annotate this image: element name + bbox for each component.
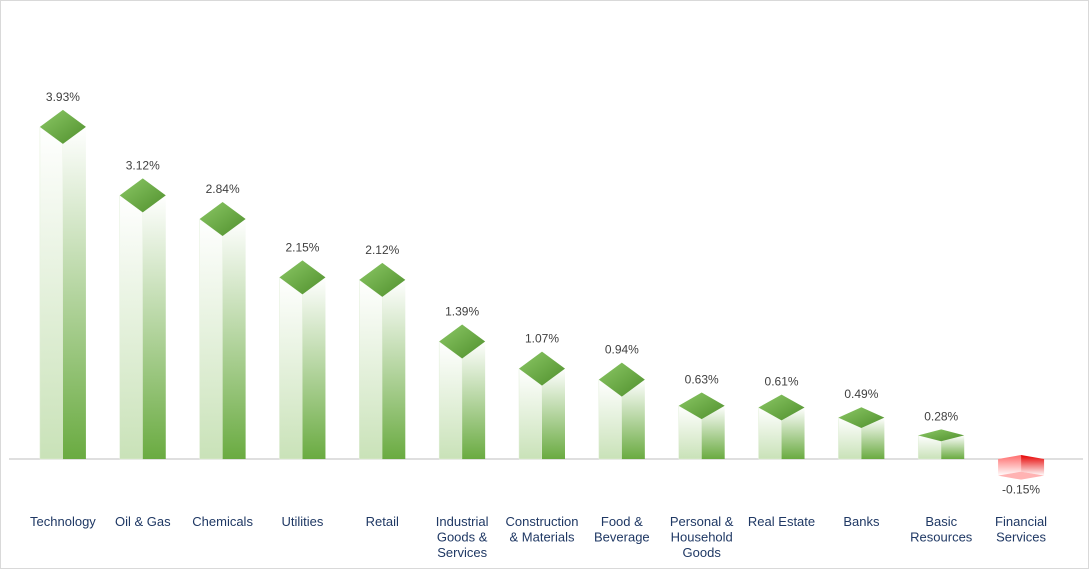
labels-layer: 3.93% Technology 3.12% Oil & Gas 2.84% Chemic… (30, 90, 1047, 560)
bar-face-right (222, 219, 246, 459)
bar-cap (838, 407, 885, 428)
bar (119, 178, 166, 460)
category-label-line: Basic (925, 514, 957, 529)
category-label: Technology (30, 514, 96, 529)
bar-face-right (861, 417, 885, 459)
bar-face-left (39, 126, 64, 460)
bar-face-right (941, 435, 965, 459)
category-label-line: Services (437, 545, 487, 560)
data-label: 1.07% (525, 332, 559, 346)
bar-cap (998, 471, 1045, 480)
category-label-line: Utilities (282, 514, 324, 529)
bar-cap (279, 260, 326, 295)
bar-cap (758, 394, 805, 421)
category-label: Real Estate (748, 514, 815, 529)
category-label: Personal & Household Goods (670, 514, 734, 560)
data-label: 2.15% (285, 240, 319, 254)
category-label: Construction & Materials (506, 514, 579, 545)
bar (438, 324, 486, 460)
category-label-line: Goods & (437, 530, 488, 545)
data-label: 2.84% (206, 182, 240, 196)
data-label: 1.39% (445, 305, 479, 319)
bar-face-right (621, 379, 645, 459)
data-label: 0.61% (765, 375, 799, 389)
bar-face-right (302, 277, 326, 459)
category-label: Banks (843, 514, 880, 529)
bar-face-left (438, 341, 463, 460)
category-label-line: & Materials (509, 530, 575, 545)
bar-face-right (1021, 455, 1045, 476)
category-label-line: Beverage (594, 530, 650, 545)
bar (917, 429, 965, 460)
category-label: Industrial Goods & Services (436, 514, 489, 560)
bar-face-left (279, 276, 303, 460)
category-label-line: Chemicals (192, 514, 253, 529)
category-label-line: Services (996, 530, 1046, 545)
category-label: Utilities (282, 514, 324, 529)
bar (39, 109, 86, 460)
bar-cap (119, 178, 166, 213)
bar-cap (519, 351, 565, 386)
category-label: Retail (366, 514, 399, 529)
category-label-line: Industrial (436, 514, 489, 529)
data-label: 0.94% (605, 343, 639, 357)
category-label: Chemicals (192, 514, 253, 529)
category-label-line: Oil & Gas (115, 514, 171, 529)
bar (998, 455, 1045, 480)
bar-face-right (781, 407, 805, 459)
category-label: Basic Resources (910, 514, 973, 545)
category-label: Food & Beverage (594, 514, 650, 545)
bar-face-right (542, 368, 565, 459)
bar-face-right (62, 126, 86, 459)
bar-face-left (119, 194, 144, 460)
bar-cap (918, 429, 965, 442)
category-label: Financial Services (995, 514, 1047, 545)
bar-face-right (462, 341, 486, 459)
bar-cap (39, 109, 86, 144)
bar-cap (678, 392, 725, 420)
category-label-line: Construction (506, 514, 579, 529)
bar-face-right (142, 195, 166, 460)
bars-layer (9, 109, 1083, 480)
bar (199, 202, 246, 460)
category-label-line: Goods (683, 545, 722, 560)
bar (518, 351, 565, 460)
category-label-line: Banks (843, 514, 880, 529)
bar-cap (439, 324, 486, 359)
data-label: 0.63% (685, 372, 719, 386)
category-label-line: Financial (995, 514, 1047, 529)
bar (598, 362, 645, 460)
data-label: -0.15% (1002, 483, 1040, 497)
data-label: 0.49% (844, 387, 878, 401)
data-label: 0.28% (924, 409, 958, 423)
bar-cap (359, 262, 406, 297)
category-label-line: Household (671, 530, 733, 545)
bar (359, 262, 406, 460)
category-label: Oil & Gas (115, 514, 171, 529)
bar-cap (598, 362, 645, 397)
bar (279, 260, 326, 460)
bar-face-right (701, 405, 725, 459)
data-label: 2.12% (365, 243, 399, 257)
bar (678, 392, 725, 460)
bar (838, 407, 885, 460)
bar-face-left (199, 218, 223, 460)
category-label-line: Technology (30, 514, 96, 529)
category-label-line: Real Estate (748, 514, 815, 529)
category-label-line: Retail (366, 514, 399, 529)
data-label: 3.12% (126, 158, 160, 172)
bar-cap (199, 202, 246, 237)
bar (758, 394, 805, 460)
bar-face-left (998, 455, 1022, 476)
category-label-line: Resources (910, 530, 973, 545)
data-label: 3.93% (46, 90, 80, 104)
bar-face-right (382, 279, 406, 459)
bar-face-left (359, 279, 383, 460)
category-label-line: Personal & (670, 514, 734, 529)
category-label-line: Food & (601, 514, 643, 529)
